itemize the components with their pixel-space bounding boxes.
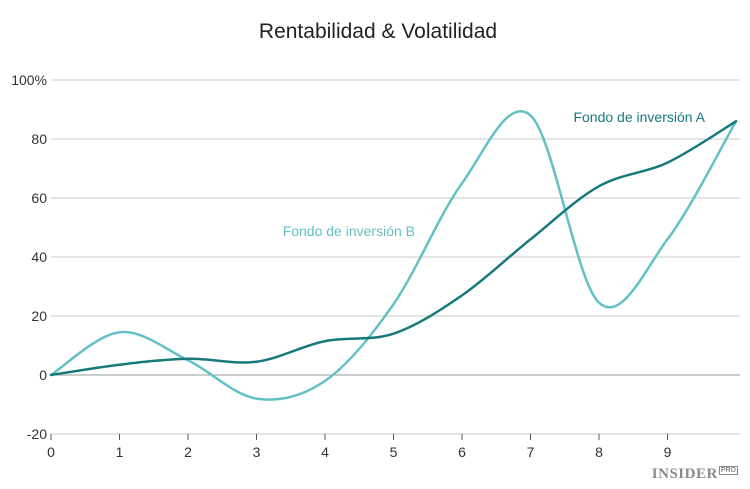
brand-name: INSIDER xyxy=(651,466,718,482)
x-tick-label: 7 xyxy=(527,444,535,460)
x-tick-label: 2 xyxy=(184,444,192,460)
x-tick-label: 8 xyxy=(595,444,603,460)
brand-badge: PRO xyxy=(718,466,738,475)
y-tick-label: -20 xyxy=(27,426,47,442)
series-line-fondo-a xyxy=(49,120,738,377)
x-tick-label: 0 xyxy=(47,444,55,460)
series-lines xyxy=(49,110,738,401)
y-tick-label: 100% xyxy=(11,72,47,88)
x-axis-ticks: 0 1 2 3 4 5 6 7 8 9 xyxy=(47,434,672,460)
x-tick-label: 9 xyxy=(664,444,672,460)
y-tick-label: 80 xyxy=(31,131,47,147)
series-label-fondo-b: Fondo de inversión B xyxy=(283,223,415,239)
y-tick-label: 40 xyxy=(31,249,47,265)
chart-title: Rentabilidad & Volatilidad xyxy=(259,20,497,43)
x-tick-label: 5 xyxy=(390,444,398,460)
x-tick-label: 6 xyxy=(458,444,466,460)
y-tick-label: 0 xyxy=(39,367,47,383)
insider-pro-logo: INSIDER PRO xyxy=(652,466,738,483)
x-tick-label: 4 xyxy=(321,444,329,460)
x-tick-label: 1 xyxy=(116,444,124,460)
y-tick-label: 20 xyxy=(31,308,47,324)
series-label-fondo-a: Fondo de inversión A xyxy=(573,109,705,125)
series-line-fondo-b xyxy=(49,110,738,401)
gridlines xyxy=(51,79,740,435)
x-tick-label: 3 xyxy=(253,444,261,460)
y-axis-ticks: 100% 80 60 40 20 0 -20 xyxy=(11,72,47,442)
y-tick-label: 60 xyxy=(31,190,47,206)
